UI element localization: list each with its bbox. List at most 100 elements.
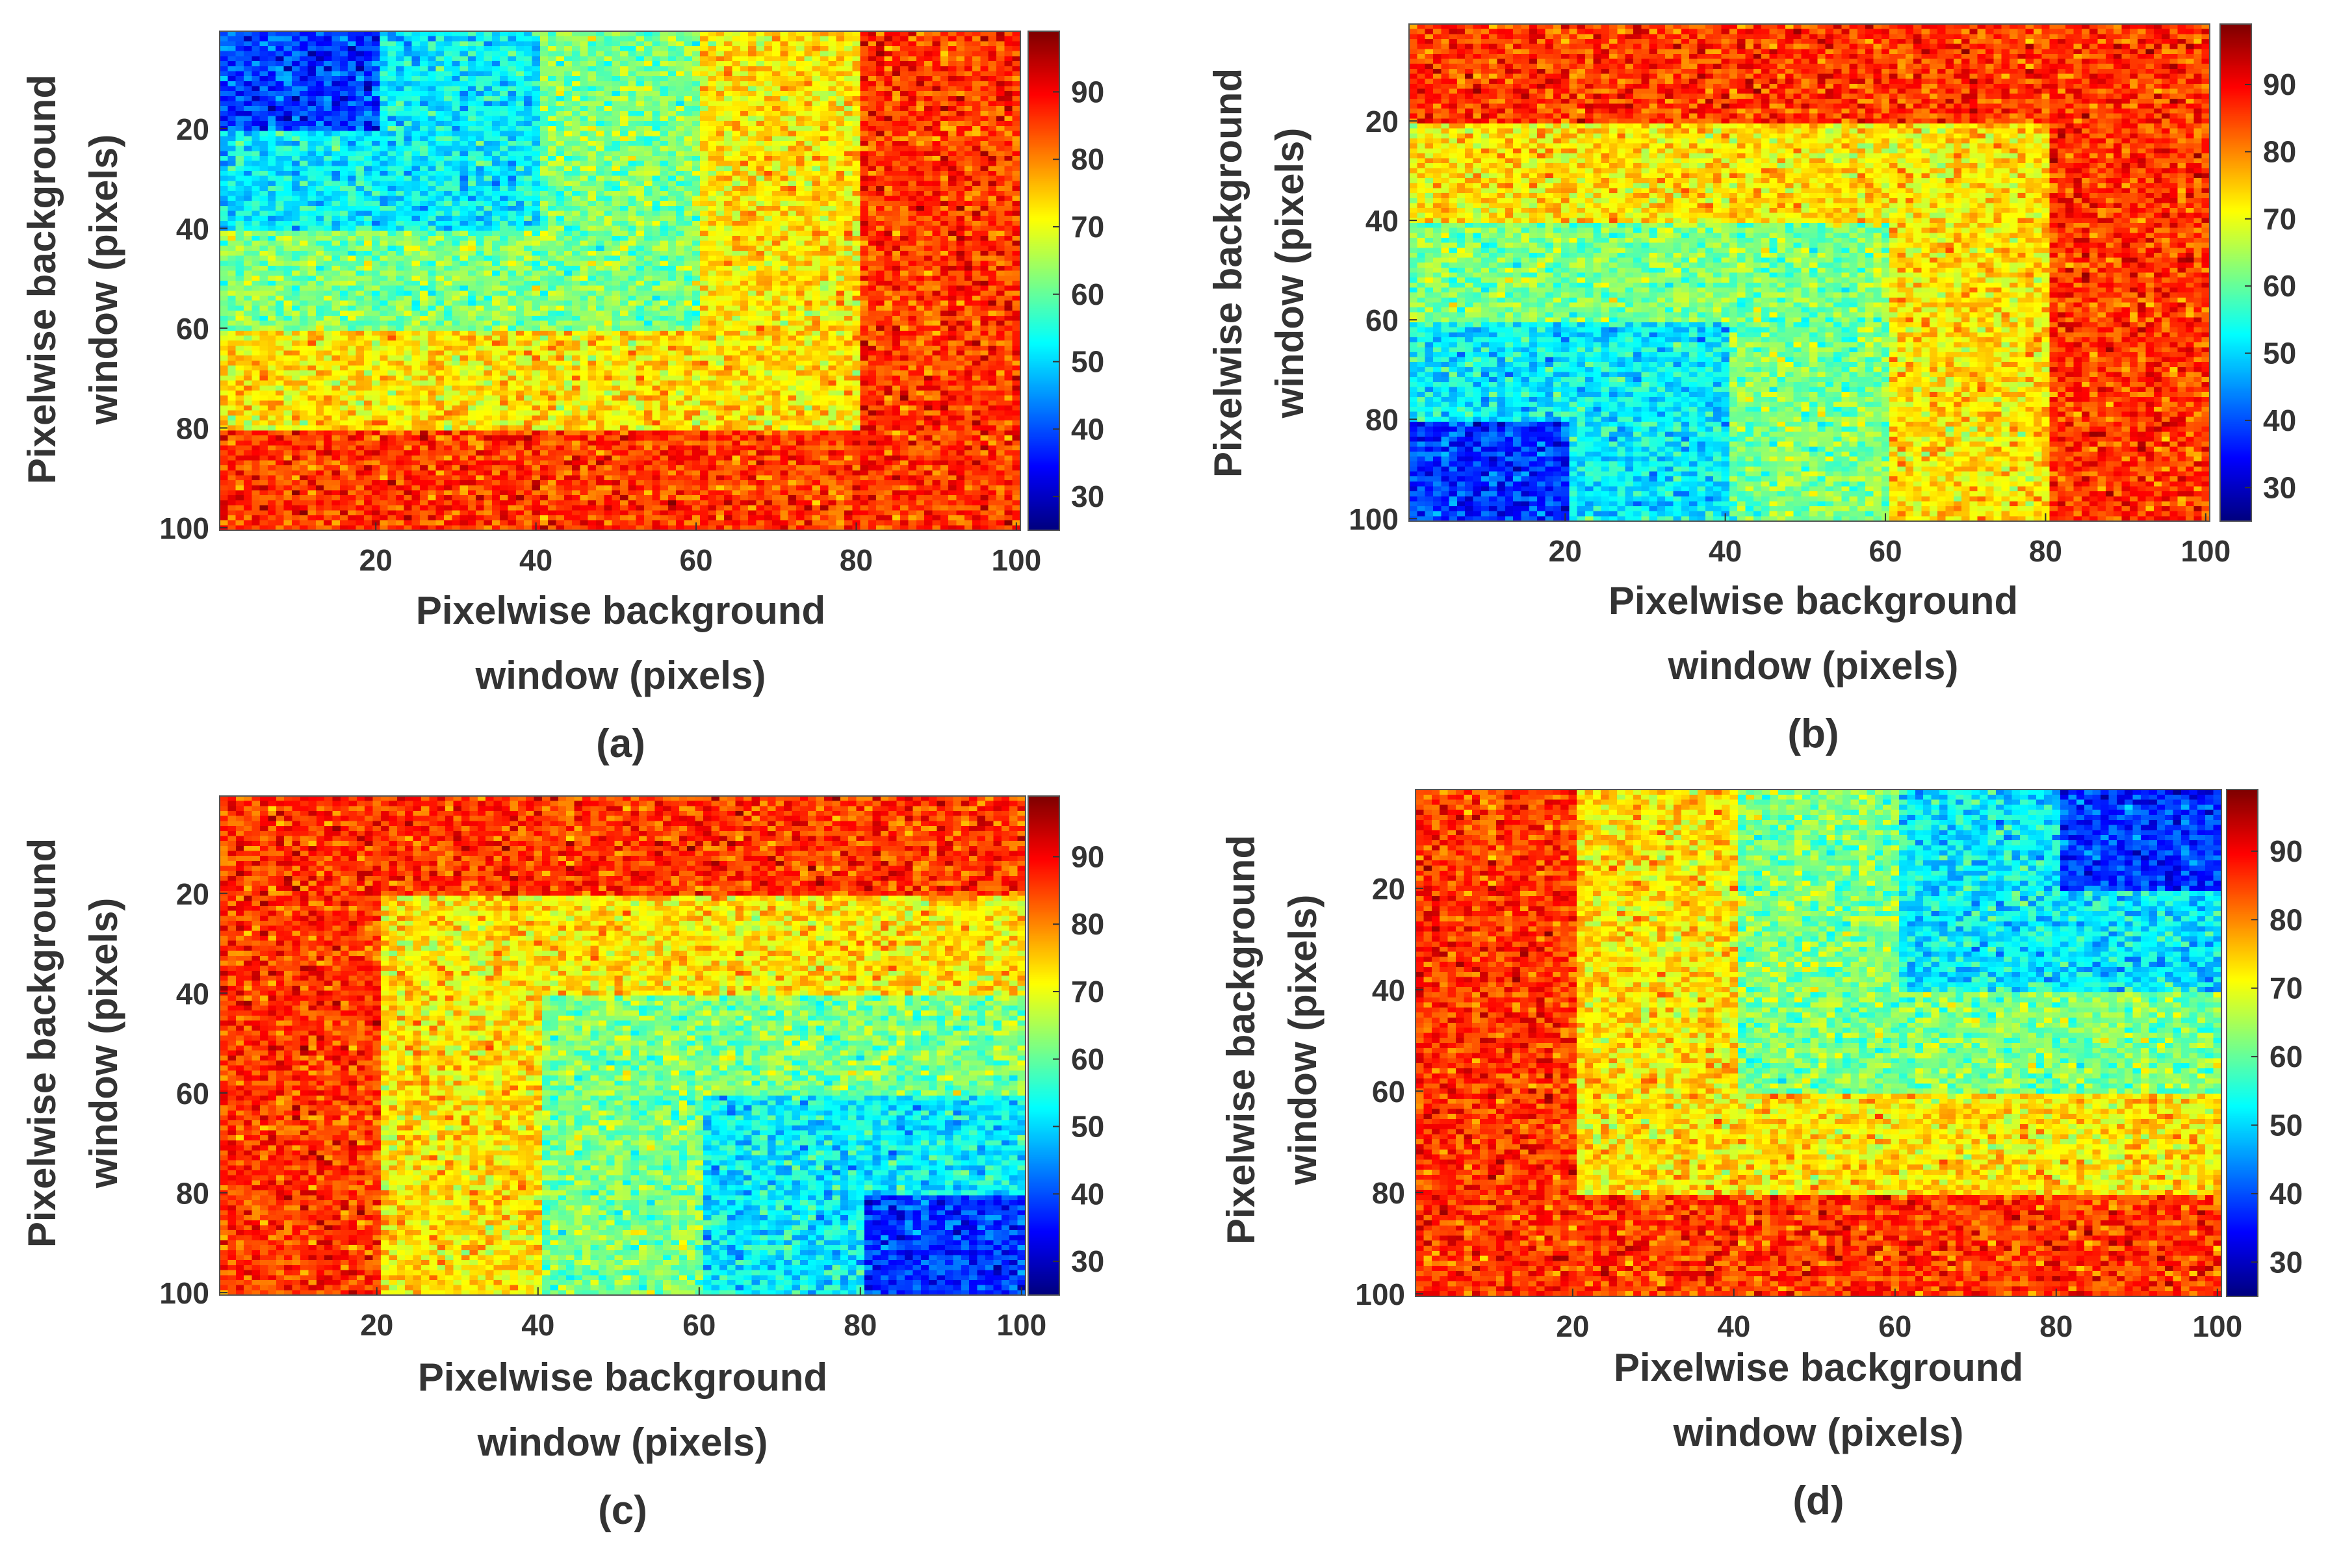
y-tick-label: 80: [1372, 1176, 1405, 1210]
colorbar-tick-label: 90: [1071, 75, 1104, 109]
colorbar-border: [1028, 795, 1060, 1296]
colorbar: 30 40 50 60 70 80 90: [1028, 795, 1104, 1296]
x-tick-label: 40: [521, 1308, 554, 1342]
y-tick-label: 60: [1365, 303, 1399, 337]
x-tick-label: 100: [2180, 534, 2231, 568]
x-axis-label-line2: window (pixels): [1668, 644, 1959, 688]
x-axis-label-line1: Pixelwise background: [1609, 579, 2018, 623]
y-axis-label-line1: Pixelwise background: [20, 75, 64, 484]
plot-area-border: [1408, 23, 2210, 522]
y-tick-label: 60: [176, 1077, 209, 1111]
colorbar-tick-label: 70: [2270, 971, 2303, 1005]
x-tick-label: 40: [1709, 534, 1742, 568]
x-tick-label: 100: [996, 1308, 1046, 1342]
x-tick-label: 60: [679, 543, 712, 577]
x-tick-label: 40: [1717, 1309, 1750, 1343]
y-axis-label-line2: window (pixels): [1268, 128, 1312, 419]
colorbar-tick-label: 40: [1071, 412, 1104, 446]
y-tick-label: 20: [1372, 872, 1405, 906]
x-axis-label-line1: Pixelwise background: [1614, 1346, 2023, 1389]
y-tick-label: 20: [1365, 105, 1399, 138]
colorbar: 30 40 50 60 70 80 90: [2226, 789, 2303, 1297]
x-tick-label: 40: [519, 543, 552, 577]
colorbar-gradient: [2220, 24, 2251, 521]
colorbar-border: [2219, 23, 2252, 522]
panel-b: 20 40 60 80 100 20 40 60 80 100 30 40 50 60 70 80 90 Pixe…: [1206, 23, 2296, 756]
colorbar-tick-label: 90: [1071, 840, 1104, 873]
colorbar-tick-label: 60: [1071, 1042, 1104, 1076]
colorbar-tick-label: 60: [2270, 1040, 2303, 1073]
panel-caption: (b): [1787, 712, 1839, 756]
colorbar-tick-label: 50: [1071, 345, 1104, 379]
y-axis-label-line1: Pixelwise background: [20, 838, 64, 1248]
colorbar-border: [2226, 789, 2258, 1297]
x-tick-label: 60: [682, 1308, 716, 1342]
x-tick-label: 100: [2192, 1309, 2242, 1343]
y-tick-label: 40: [176, 977, 209, 1010]
panel-d: 20 40 60 80 100 20 40 60 80 100 30 40 50 60 70 80 90 Pixe…: [1219, 789, 2303, 1523]
y-tick-label: 60: [176, 312, 209, 346]
x-tick-label: 80: [844, 1308, 877, 1342]
y-tick-label: 100: [1349, 502, 1399, 536]
colorbar-tick-label: 80: [1071, 907, 1104, 941]
heatmap-cells: [1416, 790, 2221, 1296]
y-tick-label: 20: [176, 877, 209, 911]
x-axis-label-line1: Pixelwise background: [418, 1356, 827, 1399]
y-axis-label-line2: window (pixels): [82, 135, 125, 426]
y-tick-label: 60: [1372, 1075, 1405, 1109]
colorbar-tick-label: 70: [2263, 202, 2296, 236]
colorbar: 30 40 50 60 70 80 90: [2219, 23, 2296, 522]
x-tick-label: 80: [2039, 1309, 2073, 1343]
panel-caption: (a): [596, 721, 645, 766]
colorbar-tick-label: 30: [1071, 1244, 1104, 1278]
colorbar-tick-label: 90: [2270, 834, 2303, 868]
y-axis-label-line2: window (pixels): [82, 898, 125, 1189]
colorbar-tick-label: 70: [1071, 210, 1104, 244]
x-tick-label: 20: [359, 543, 393, 577]
x-tick-label: 60: [1869, 534, 1902, 568]
colorbar-tick-label: 30: [1071, 480, 1104, 513]
plot-area-border: [1415, 789, 2222, 1297]
y-axis-label: Pixelwise background window (pixels): [20, 838, 125, 1248]
y-tick-label: 100: [159, 511, 209, 545]
x-tick-label: 20: [1556, 1309, 1589, 1343]
y-axis-label-line2: window (pixels): [1281, 895, 1325, 1186]
colorbar-border: [1028, 31, 1060, 531]
y-tick-label: 100: [159, 1276, 209, 1310]
x-tick-label: 60: [1878, 1309, 1911, 1343]
x-tick-label: 100: [991, 543, 1041, 577]
x-tick-label: 20: [1549, 534, 1582, 568]
colorbar-tick-label: 70: [1071, 975, 1104, 1009]
y-axis-label-line1: Pixelwise background: [1219, 835, 1263, 1244]
colorbar-tick-label: 50: [1071, 1110, 1104, 1144]
plot-area-border: [219, 795, 1026, 1296]
plot-area-border: [219, 31, 1021, 531]
y-axis-label-line1: Pixelwise background: [1206, 68, 1250, 478]
y-axis-label: Pixelwise background window (pixels): [1206, 68, 1312, 478]
panel-a: 20 40 60 80 100 20 40 60 80 100 30 40 50 60 70 80 90 Pixe…: [20, 31, 1104, 766]
y-tick-label: 40: [1372, 973, 1405, 1007]
heatmap-cells: [220, 796, 1026, 1295]
x-axis-label-line2: window (pixels): [1673, 1411, 1964, 1454]
panel-caption: (d): [1792, 1478, 1844, 1523]
colorbar-tick-label: 30: [2263, 470, 2296, 504]
y-tick-label: 40: [176, 212, 209, 246]
y-axis-label: Pixelwise background window (pixels): [20, 75, 125, 484]
colorbar-tick-label: 60: [2263, 269, 2296, 303]
colorbar-tick-label: 30: [2270, 1245, 2303, 1279]
colorbar-gradient: [1028, 31, 1059, 530]
y-tick-label: 80: [176, 1177, 209, 1211]
colorbar-gradient: [2227, 790, 2258, 1296]
colorbar-tick-label: 80: [2270, 903, 2303, 936]
colorbar-gradient: [1028, 796, 1059, 1295]
colorbar-tick-label: 90: [2263, 68, 2296, 101]
panel-c: 20 40 60 80 100 20 40 60 80 100 30 40 50 60 70 80 90 Pixe…: [20, 795, 1104, 1533]
heatmap-cells: [220, 31, 1020, 530]
y-tick-label: 100: [1355, 1278, 1405, 1311]
colorbar-tick-label: 40: [2270, 1177, 2303, 1211]
colorbar-tick-label: 50: [2270, 1108, 2303, 1142]
colorbar-tick-label: 50: [2263, 337, 2296, 370]
colorbar-tick-label: 40: [1071, 1177, 1104, 1211]
